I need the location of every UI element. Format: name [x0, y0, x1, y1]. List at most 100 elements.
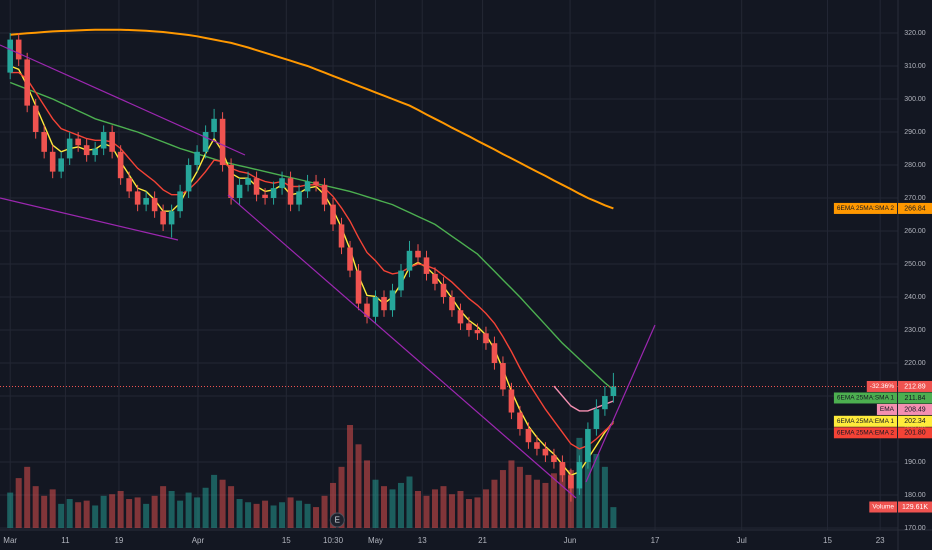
volume-bar — [304, 503, 311, 528]
volume-bar — [151, 495, 158, 528]
tag-value: 266.84 — [904, 205, 926, 212]
volume-bar — [202, 487, 209, 528]
tag-name: -32.36% — [870, 383, 894, 390]
indicator-line — [10, 28, 614, 210]
y-tick-label: 320.00 — [904, 30, 926, 37]
candle-body — [287, 178, 294, 205]
tag-value-box — [898, 427, 932, 439]
tag-name-box — [876, 403, 897, 415]
volume-bar — [321, 495, 328, 528]
tag-name-box — [869, 501, 897, 513]
candle-body — [559, 462, 566, 476]
tag-name-box — [833, 202, 897, 214]
volume-bar — [593, 453, 600, 528]
candle-body — [160, 211, 166, 225]
tag-value-box — [898, 415, 932, 427]
candle-body — [32, 105, 39, 133]
volume-bar — [516, 466, 523, 528]
candle-layer — [0, 33, 898, 502]
tag-value: 211.84 — [905, 395, 926, 402]
volume-bar — [499, 470, 506, 528]
x-tick-label: 15 — [823, 536, 832, 545]
candle-body — [304, 181, 311, 192]
y-tick-label: 290.00 — [904, 129, 926, 136]
candle-body — [245, 178, 251, 185]
candle-body — [491, 343, 498, 364]
tag-name-box — [833, 415, 897, 427]
trendlines — [0, 44, 656, 499]
candle-body — [168, 211, 175, 225]
candle-body — [457, 310, 464, 324]
candle-body — [262, 194, 268, 199]
candle-body — [449, 297, 455, 311]
volume-bar — [482, 489, 489, 528]
candle-body — [483, 333, 489, 344]
volume-bar — [83, 500, 90, 528]
candle-body — [474, 330, 481, 334]
volume-bar — [194, 497, 201, 528]
volume-bar — [262, 500, 269, 528]
volume-bar — [126, 499, 133, 528]
volume-bar — [474, 497, 481, 528]
volume-bar — [24, 466, 31, 528]
candle-body — [253, 178, 260, 195]
tag-value-box — [898, 202, 932, 214]
volume-bar — [414, 490, 421, 528]
volume-bar — [601, 466, 608, 528]
tag-value: 201.80 — [904, 430, 926, 437]
volume-bar — [41, 495, 48, 528]
price-tags: 6EMA 25MA:SMA 2 266.84 -32.36% 212.89 6EMA 2… — [833, 202, 932, 513]
tag-name-box — [866, 380, 897, 392]
volume-bar — [245, 502, 252, 528]
candle-body — [542, 448, 549, 456]
x-tick-label: Apr — [192, 536, 205, 545]
candle-body — [508, 389, 515, 413]
tag-name: 6EMA 25MA:EMA 1 — [837, 418, 894, 425]
candle-body — [415, 250, 421, 258]
volume-bar — [160, 486, 167, 528]
x-tick-label: 10:30 — [323, 536, 344, 545]
y-tick-label: 300.00 — [904, 96, 926, 103]
x-tick-label: 15 — [282, 536, 291, 545]
volume-bar — [542, 482, 549, 528]
event-marker — [329, 512, 345, 528]
volume-bar — [168, 490, 175, 528]
volume-bar — [177, 500, 184, 528]
volume-bar — [296, 500, 303, 528]
volume-bar — [134, 497, 141, 528]
candle-body — [364, 303, 370, 317]
volume-bar — [7, 492, 14, 528]
candle-body — [551, 455, 557, 463]
y-tick-label: 190.00 — [904, 459, 926, 466]
candle-body — [202, 132, 209, 152]
candle-body — [389, 290, 396, 311]
candle-body — [517, 412, 523, 430]
y-tick-label: 280.00 — [904, 162, 926, 169]
y-tick-label: 230.00 — [904, 327, 926, 334]
x-tick-label: 13 — [418, 536, 427, 545]
candle-body — [500, 363, 506, 390]
candle-body — [330, 204, 336, 225]
volume-bar — [372, 479, 379, 528]
candle-body — [219, 118, 226, 166]
tag-value: 212.89 — [904, 383, 926, 390]
volume-bar — [143, 503, 150, 528]
candle-body — [381, 297, 387, 311]
tag-value: 129.61K — [902, 504, 928, 511]
tag-value-box — [898, 501, 932, 513]
volume-bar — [100, 495, 107, 528]
candle-body — [296, 191, 302, 205]
tag-name: 6EMA 25MA:SMA 2 — [837, 205, 894, 212]
tag-value-box — [898, 403, 932, 415]
candle-body — [49, 151, 56, 172]
candle-body — [355, 270, 362, 304]
candle-body — [41, 132, 47, 152]
x-tick-label: Jul — [737, 536, 747, 545]
candle-body — [534, 442, 540, 449]
candle-body — [398, 270, 404, 291]
tag-name: 6EMA 25MA:EMA 2 — [837, 430, 894, 437]
candle-body — [58, 158, 64, 172]
volume-bar — [465, 499, 472, 528]
candle-body — [321, 184, 328, 205]
